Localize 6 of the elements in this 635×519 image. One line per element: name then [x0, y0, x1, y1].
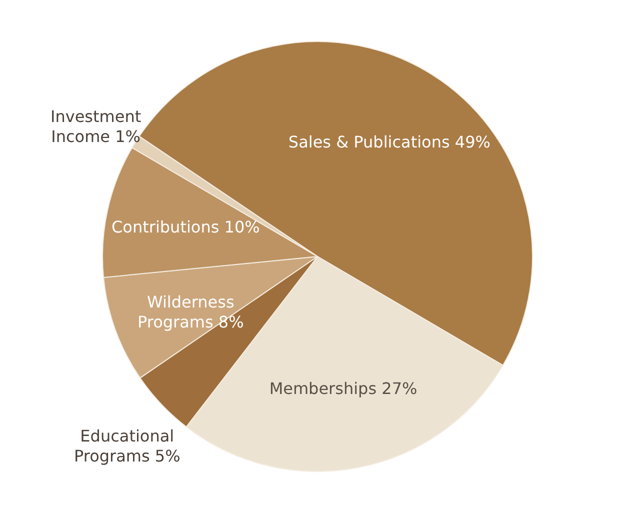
slice-label: Wilderness Programs 8% [137, 292, 244, 332]
slice-label: Sales & Publications 49% [288, 132, 490, 152]
slice-label: Contributions 10% [111, 218, 260, 237]
slice-label: Memberships 27% [269, 379, 418, 398]
slice-label: Investment Income 1% [50, 106, 142, 146]
slice-label: Educational Programs 5% [74, 426, 180, 466]
